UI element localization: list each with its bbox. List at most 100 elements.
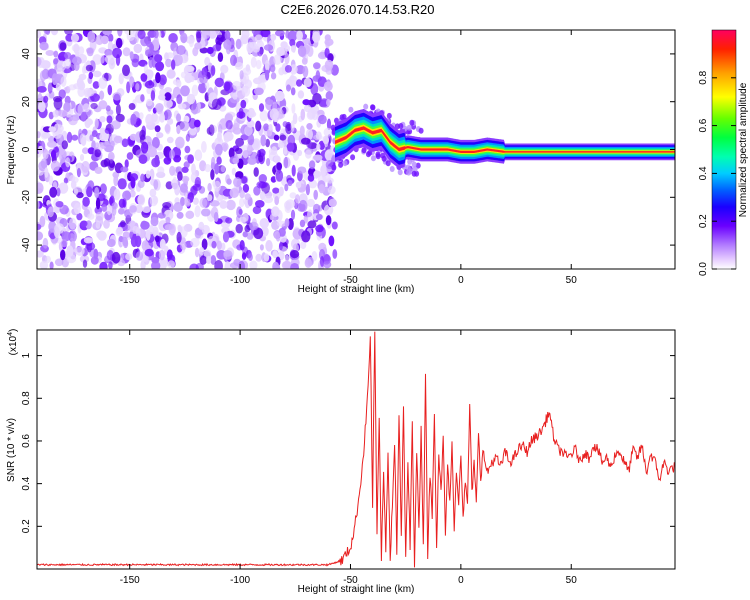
noise-speckle <box>45 50 55 56</box>
noise-speckle <box>273 134 280 141</box>
noise-speckle <box>184 145 191 154</box>
noise-speckle <box>268 151 279 162</box>
noise-speckle <box>242 231 248 238</box>
noise-speckle <box>107 159 115 171</box>
noise-speckle <box>145 229 151 241</box>
noise-speckle <box>110 140 115 149</box>
noise-speckle <box>37 223 42 230</box>
noise-speckle <box>58 89 66 99</box>
noise-speckle <box>264 59 270 72</box>
noise-speckle <box>129 51 134 60</box>
snr-y-axis: 0.2 0.4 0.6 0.8 1 <box>21 352 675 533</box>
noise-speckle <box>113 135 123 144</box>
noise-speckle <box>181 175 190 183</box>
noise-speckle <box>326 118 332 131</box>
noise-speckle <box>194 149 203 161</box>
noise-speckle <box>326 177 334 184</box>
noise-speckle <box>64 30 73 35</box>
noise-speckle <box>167 260 175 269</box>
noise-speckle <box>301 137 311 145</box>
noise-speckle <box>135 251 144 261</box>
signal-halo <box>409 119 415 126</box>
noise-speckle <box>106 238 116 248</box>
signal-halo <box>381 155 387 162</box>
noise-speckle <box>165 58 173 68</box>
noise-speckle <box>325 215 332 226</box>
noise-speckle <box>250 56 257 68</box>
noise-speckle <box>148 56 154 69</box>
noise-speckle <box>91 130 98 138</box>
noise-speckle <box>166 249 173 260</box>
colorbar-ticks: 0.0 0.2 0.4 0.6 0.8 <box>698 70 736 276</box>
noise-speckle <box>140 173 145 182</box>
signal-halo <box>398 123 404 129</box>
noise-speckle <box>224 113 233 123</box>
noise-speckle <box>313 62 321 70</box>
noise-speckle <box>157 166 165 175</box>
noise-speckle <box>263 253 270 262</box>
signal-halo <box>363 103 369 110</box>
noise-speckle <box>278 227 286 237</box>
signal-halo <box>411 170 417 177</box>
noise-speckle <box>141 240 149 251</box>
noise-speckle <box>259 110 268 122</box>
noise-speckle <box>249 221 259 231</box>
noise-speckle <box>276 162 283 171</box>
noise-speckle <box>211 98 222 111</box>
noise-speckle <box>68 116 78 126</box>
noise-speckle <box>215 143 223 156</box>
noise-speckle <box>95 34 104 46</box>
noise-speckle <box>212 44 222 52</box>
noise-speckle <box>295 194 300 204</box>
noise-speckle <box>164 92 172 101</box>
noise-speckle <box>242 150 249 159</box>
noise-speckle <box>284 53 290 65</box>
noise-speckle <box>87 30 96 43</box>
noise-speckle <box>37 93 43 102</box>
noise-speckle <box>214 260 223 269</box>
noise-speckle <box>204 81 210 89</box>
noise-speckle <box>94 149 102 158</box>
noise-speckle <box>305 128 313 141</box>
noise-speckle <box>226 178 232 185</box>
noise-speckle <box>50 149 57 159</box>
noise-speckle <box>319 98 329 107</box>
noise-speckle <box>283 146 288 155</box>
signal-halo <box>348 106 354 113</box>
noise-speckle <box>153 179 159 190</box>
noise-speckle <box>316 143 321 151</box>
noise-speckle <box>291 164 296 177</box>
noise-speckle <box>235 62 244 70</box>
noise-speckle <box>171 182 178 190</box>
noise-speckle <box>85 64 94 72</box>
noise-speckle <box>229 188 239 198</box>
noise-speckle <box>331 221 338 230</box>
noise-speckle <box>219 200 228 209</box>
noise-speckle <box>176 94 183 105</box>
noise-speckle <box>60 239 68 248</box>
noise-speckle <box>265 69 270 81</box>
noise-speckle <box>101 204 108 212</box>
noise-speckle <box>325 91 333 101</box>
spectrogram-y-tick-label: 20 <box>21 96 32 108</box>
noise-speckle <box>115 37 123 49</box>
noise-speckle <box>313 154 323 161</box>
noise-speckle <box>236 111 246 119</box>
noise-speckle <box>258 174 267 184</box>
noise-speckle <box>56 187 61 197</box>
noise-speckle <box>270 33 277 41</box>
noise-speckle <box>172 79 181 86</box>
noise-speckle <box>306 123 313 130</box>
noise-speckle <box>189 126 197 136</box>
noise-speckle <box>129 133 138 141</box>
noise-speckle <box>166 136 174 144</box>
noise-speckle <box>145 113 154 126</box>
noise-speckle <box>160 260 170 268</box>
noise-speckle <box>201 238 208 250</box>
signal-halo <box>406 124 412 131</box>
noise-speckle <box>39 70 47 82</box>
noise-speckle <box>204 164 211 173</box>
noise-speckle <box>37 56 42 67</box>
noise-speckle <box>272 261 280 269</box>
noise-speckle <box>54 258 64 267</box>
